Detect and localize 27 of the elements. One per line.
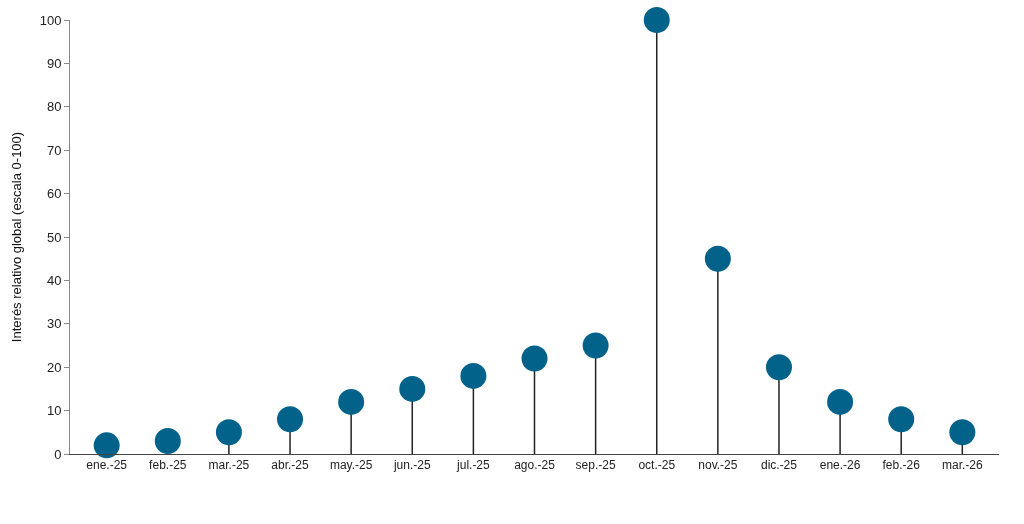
x-tick-label: feb.-26 [882, 458, 921, 473]
x-tick-label: abr.-25 [271, 458, 310, 473]
x-tick-label: jul.-25 [456, 458, 491, 473]
x-tick-label: ene.-26 [819, 458, 861, 473]
y-axis-title: Interés relativo global (escala 0-100) [8, 131, 24, 343]
y-tick-label: 40 [46, 272, 62, 288]
x-tick-label: mar.-26 [941, 458, 983, 473]
x-tick-label: sep.-25 [575, 458, 616, 473]
y-tick-label: 20 [46, 359, 62, 375]
x-tick-label: nov.-25 [698, 458, 738, 473]
y-tick-label: 30 [46, 316, 62, 332]
x-tick-label: oct.-25 [638, 458, 676, 473]
x-tick-label: mar.-25 [208, 458, 250, 473]
x-tick-label: may.-25 [329, 458, 373, 473]
x-tick-label: ago.-25 [514, 458, 556, 473]
y-tick-label: 70 [46, 142, 62, 158]
x-tick-label: dic.-25 [760, 458, 798, 473]
y-tick-label: 50 [46, 229, 62, 245]
y-tick-label: 80 [46, 99, 62, 115]
y-tick-label: 100 [39, 12, 62, 28]
x-tick-label: feb.-25 [149, 458, 187, 473]
y-tick-label: 60 [46, 186, 62, 202]
x-tick-label: jun.-25 [392, 458, 431, 473]
y-tick-label: 0 [54, 446, 62, 462]
y-tick-label: 90 [46, 55, 62, 71]
x-tick-label: ene.-25 [86, 458, 128, 473]
y-tick-label: 10 [46, 403, 62, 419]
